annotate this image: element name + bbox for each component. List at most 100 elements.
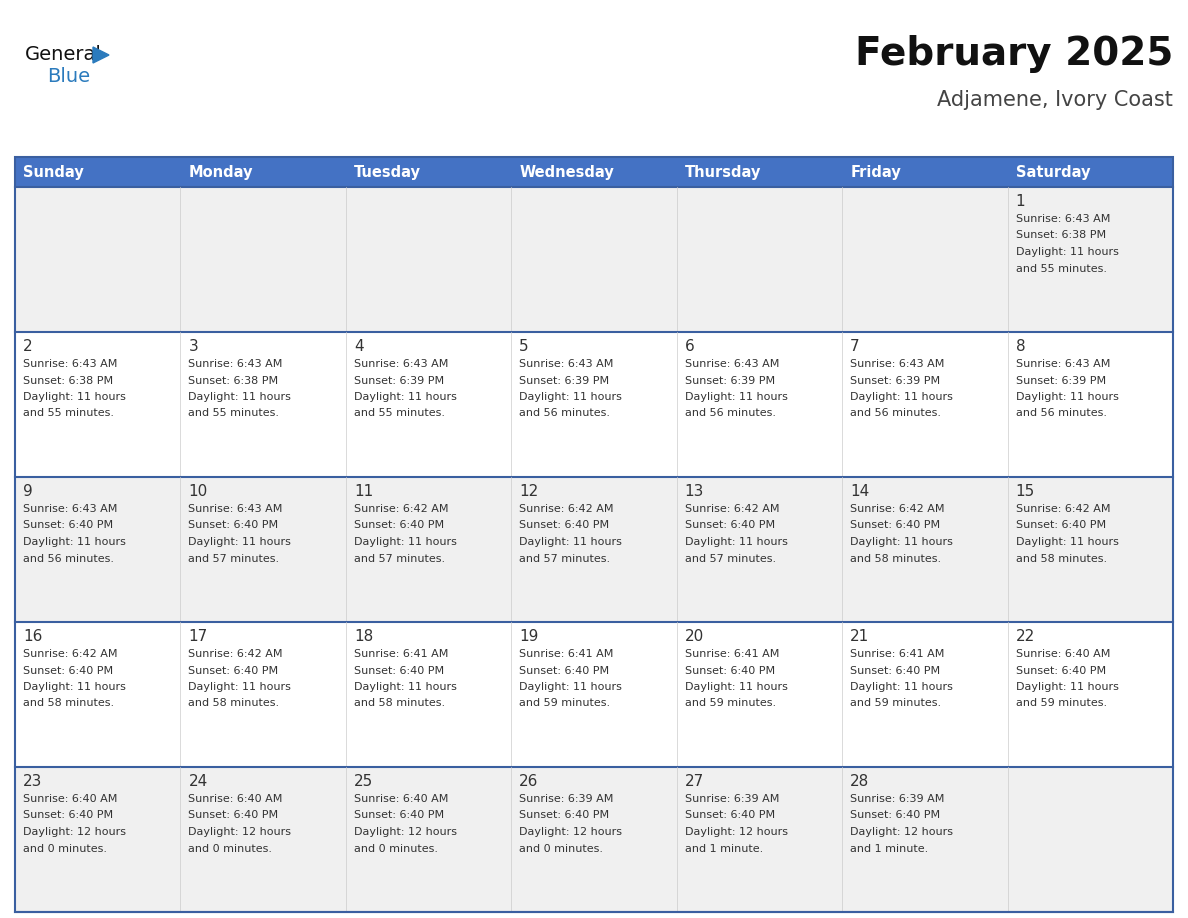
Text: Sunset: 6:40 PM: Sunset: 6:40 PM xyxy=(684,811,775,821)
Text: and 0 minutes.: and 0 minutes. xyxy=(23,844,107,854)
Text: and 58 minutes.: and 58 minutes. xyxy=(189,699,279,709)
Bar xyxy=(15,767,1173,912)
Text: 13: 13 xyxy=(684,484,704,499)
Text: Sunset: 6:40 PM: Sunset: 6:40 PM xyxy=(23,811,113,821)
Text: and 1 minute.: and 1 minute. xyxy=(851,844,928,854)
Text: and 58 minutes.: and 58 minutes. xyxy=(354,699,446,709)
Text: 15: 15 xyxy=(1016,484,1035,499)
Text: Sunrise: 6:40 AM: Sunrise: 6:40 AM xyxy=(189,794,283,804)
Text: Sunset: 6:40 PM: Sunset: 6:40 PM xyxy=(354,521,444,531)
Text: 16: 16 xyxy=(23,629,43,644)
Text: Sunrise: 6:39 AM: Sunrise: 6:39 AM xyxy=(519,794,614,804)
Text: 19: 19 xyxy=(519,629,538,644)
Text: and 58 minutes.: and 58 minutes. xyxy=(23,699,114,709)
Text: Daylight: 11 hours: Daylight: 11 hours xyxy=(189,537,291,547)
Text: Sunrise: 6:43 AM: Sunrise: 6:43 AM xyxy=(1016,214,1110,224)
Text: Sunset: 6:40 PM: Sunset: 6:40 PM xyxy=(851,521,940,531)
Bar xyxy=(15,157,1173,912)
Text: Daylight: 12 hours: Daylight: 12 hours xyxy=(519,827,623,837)
Text: Daylight: 11 hours: Daylight: 11 hours xyxy=(1016,392,1118,402)
Text: Sunset: 6:40 PM: Sunset: 6:40 PM xyxy=(23,521,113,531)
Text: Sunset: 6:40 PM: Sunset: 6:40 PM xyxy=(851,811,940,821)
Text: Daylight: 11 hours: Daylight: 11 hours xyxy=(519,392,623,402)
Text: Daylight: 11 hours: Daylight: 11 hours xyxy=(189,392,291,402)
Text: Wednesday: Wednesday xyxy=(519,164,614,180)
Bar xyxy=(15,157,1173,187)
Text: Monday: Monday xyxy=(189,164,253,180)
Text: Sunrise: 6:43 AM: Sunrise: 6:43 AM xyxy=(519,359,614,369)
Text: Sunset: 6:40 PM: Sunset: 6:40 PM xyxy=(519,811,609,821)
Text: and 59 minutes.: and 59 minutes. xyxy=(851,699,941,709)
Text: 18: 18 xyxy=(354,629,373,644)
Text: Daylight: 12 hours: Daylight: 12 hours xyxy=(189,827,291,837)
Text: Blue: Blue xyxy=(48,67,90,86)
Bar xyxy=(15,187,1173,332)
Text: 3: 3 xyxy=(189,339,198,354)
Text: Sunrise: 6:42 AM: Sunrise: 6:42 AM xyxy=(23,649,118,659)
Text: 7: 7 xyxy=(851,339,860,354)
Text: Daylight: 11 hours: Daylight: 11 hours xyxy=(851,537,953,547)
Text: 25: 25 xyxy=(354,774,373,789)
Text: February 2025: February 2025 xyxy=(854,35,1173,73)
Text: 14: 14 xyxy=(851,484,870,499)
Text: and 55 minutes.: and 55 minutes. xyxy=(1016,263,1106,274)
Text: Daylight: 11 hours: Daylight: 11 hours xyxy=(23,537,126,547)
Text: Sunrise: 6:43 AM: Sunrise: 6:43 AM xyxy=(23,504,118,514)
Text: Daylight: 11 hours: Daylight: 11 hours xyxy=(354,537,456,547)
Text: and 59 minutes.: and 59 minutes. xyxy=(519,699,611,709)
Text: 6: 6 xyxy=(684,339,695,354)
Text: Daylight: 11 hours: Daylight: 11 hours xyxy=(684,682,788,692)
Text: Sunrise: 6:39 AM: Sunrise: 6:39 AM xyxy=(684,794,779,804)
Text: Daylight: 12 hours: Daylight: 12 hours xyxy=(684,827,788,837)
Text: Tuesday: Tuesday xyxy=(354,164,421,180)
Text: Daylight: 11 hours: Daylight: 11 hours xyxy=(1016,537,1118,547)
Text: and 56 minutes.: and 56 minutes. xyxy=(851,409,941,419)
Text: and 58 minutes.: and 58 minutes. xyxy=(851,554,941,564)
Text: Sunrise: 6:42 AM: Sunrise: 6:42 AM xyxy=(189,649,283,659)
Text: and 0 minutes.: and 0 minutes. xyxy=(519,844,604,854)
Text: Sunset: 6:39 PM: Sunset: 6:39 PM xyxy=(1016,375,1106,386)
Text: Sunrise: 6:43 AM: Sunrise: 6:43 AM xyxy=(189,504,283,514)
Text: Sunset: 6:40 PM: Sunset: 6:40 PM xyxy=(519,666,609,676)
Text: Sunset: 6:39 PM: Sunset: 6:39 PM xyxy=(684,375,775,386)
Text: Sunset: 6:40 PM: Sunset: 6:40 PM xyxy=(189,811,278,821)
Text: Sunset: 6:40 PM: Sunset: 6:40 PM xyxy=(684,666,775,676)
Text: Sunset: 6:40 PM: Sunset: 6:40 PM xyxy=(189,666,278,676)
Text: Sunrise: 6:42 AM: Sunrise: 6:42 AM xyxy=(354,504,448,514)
Text: Daylight: 11 hours: Daylight: 11 hours xyxy=(23,392,126,402)
Text: Sunset: 6:40 PM: Sunset: 6:40 PM xyxy=(189,521,278,531)
Text: Sunset: 6:39 PM: Sunset: 6:39 PM xyxy=(354,375,444,386)
Text: and 57 minutes.: and 57 minutes. xyxy=(189,554,279,564)
Text: Daylight: 11 hours: Daylight: 11 hours xyxy=(354,392,456,402)
Text: Daylight: 12 hours: Daylight: 12 hours xyxy=(851,827,953,837)
Text: Sunrise: 6:43 AM: Sunrise: 6:43 AM xyxy=(684,359,779,369)
Text: Sunrise: 6:42 AM: Sunrise: 6:42 AM xyxy=(1016,504,1110,514)
Text: Sunrise: 6:42 AM: Sunrise: 6:42 AM xyxy=(684,504,779,514)
Text: 11: 11 xyxy=(354,484,373,499)
Text: Sunday: Sunday xyxy=(23,164,83,180)
Text: Sunset: 6:40 PM: Sunset: 6:40 PM xyxy=(23,666,113,676)
Text: Sunrise: 6:41 AM: Sunrise: 6:41 AM xyxy=(851,649,944,659)
Text: Sunrise: 6:40 AM: Sunrise: 6:40 AM xyxy=(1016,649,1110,659)
Text: Saturday: Saturday xyxy=(1016,164,1091,180)
Text: 17: 17 xyxy=(189,629,208,644)
Text: Daylight: 11 hours: Daylight: 11 hours xyxy=(23,682,126,692)
Text: Daylight: 11 hours: Daylight: 11 hours xyxy=(519,537,623,547)
Text: 23: 23 xyxy=(23,774,43,789)
Text: Sunrise: 6:41 AM: Sunrise: 6:41 AM xyxy=(354,649,448,659)
Text: Sunrise: 6:41 AM: Sunrise: 6:41 AM xyxy=(519,649,614,659)
Text: and 56 minutes.: and 56 minutes. xyxy=(519,409,611,419)
Text: 4: 4 xyxy=(354,339,364,354)
Text: Sunset: 6:40 PM: Sunset: 6:40 PM xyxy=(1016,666,1106,676)
Text: Sunrise: 6:42 AM: Sunrise: 6:42 AM xyxy=(851,504,944,514)
Text: Friday: Friday xyxy=(851,164,901,180)
Text: and 0 minutes.: and 0 minutes. xyxy=(354,844,438,854)
Text: Sunset: 6:40 PM: Sunset: 6:40 PM xyxy=(354,811,444,821)
Text: Sunset: 6:40 PM: Sunset: 6:40 PM xyxy=(354,666,444,676)
Text: Daylight: 12 hours: Daylight: 12 hours xyxy=(354,827,457,837)
Text: Sunrise: 6:43 AM: Sunrise: 6:43 AM xyxy=(1016,359,1110,369)
Text: 12: 12 xyxy=(519,484,538,499)
Text: and 55 minutes.: and 55 minutes. xyxy=(23,409,114,419)
Text: and 58 minutes.: and 58 minutes. xyxy=(1016,554,1107,564)
Text: General: General xyxy=(25,45,102,64)
